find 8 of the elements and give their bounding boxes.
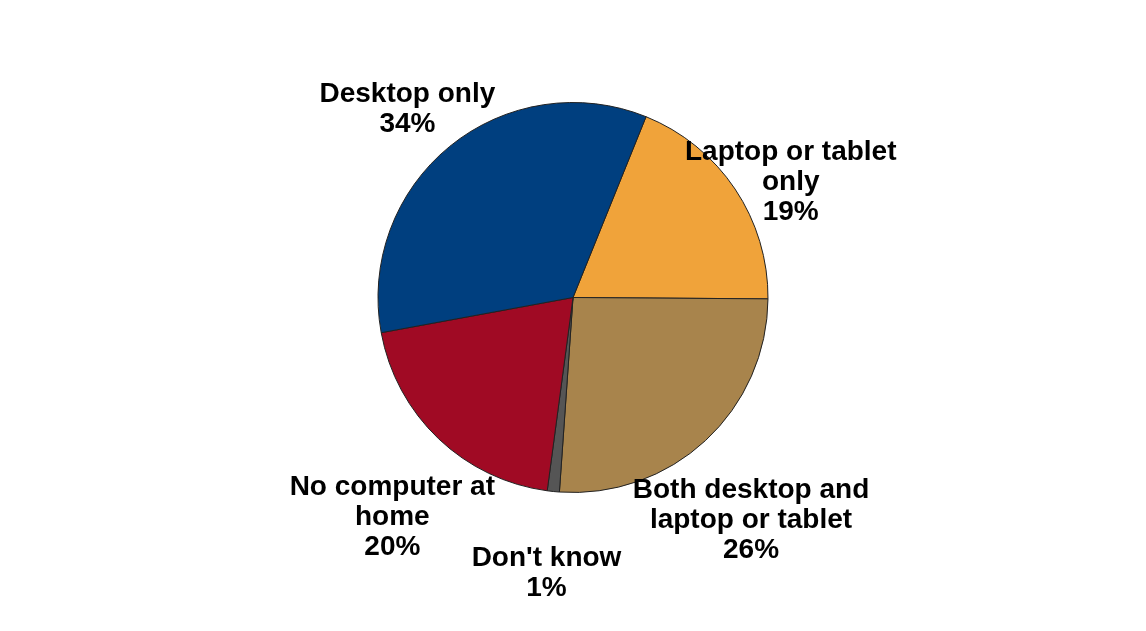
data-label: 34% (379, 107, 436, 139)
data-label: 1% (526, 571, 567, 603)
slice-label: Both desktop and laptop or tablet (632, 472, 870, 534)
slice-label: Don't know (471, 541, 622, 573)
slice-label: No computer at home (289, 470, 495, 532)
data-label: 26% (722, 532, 780, 564)
data-label: 20% (364, 530, 421, 562)
slice-label: Desktop only (319, 77, 496, 109)
